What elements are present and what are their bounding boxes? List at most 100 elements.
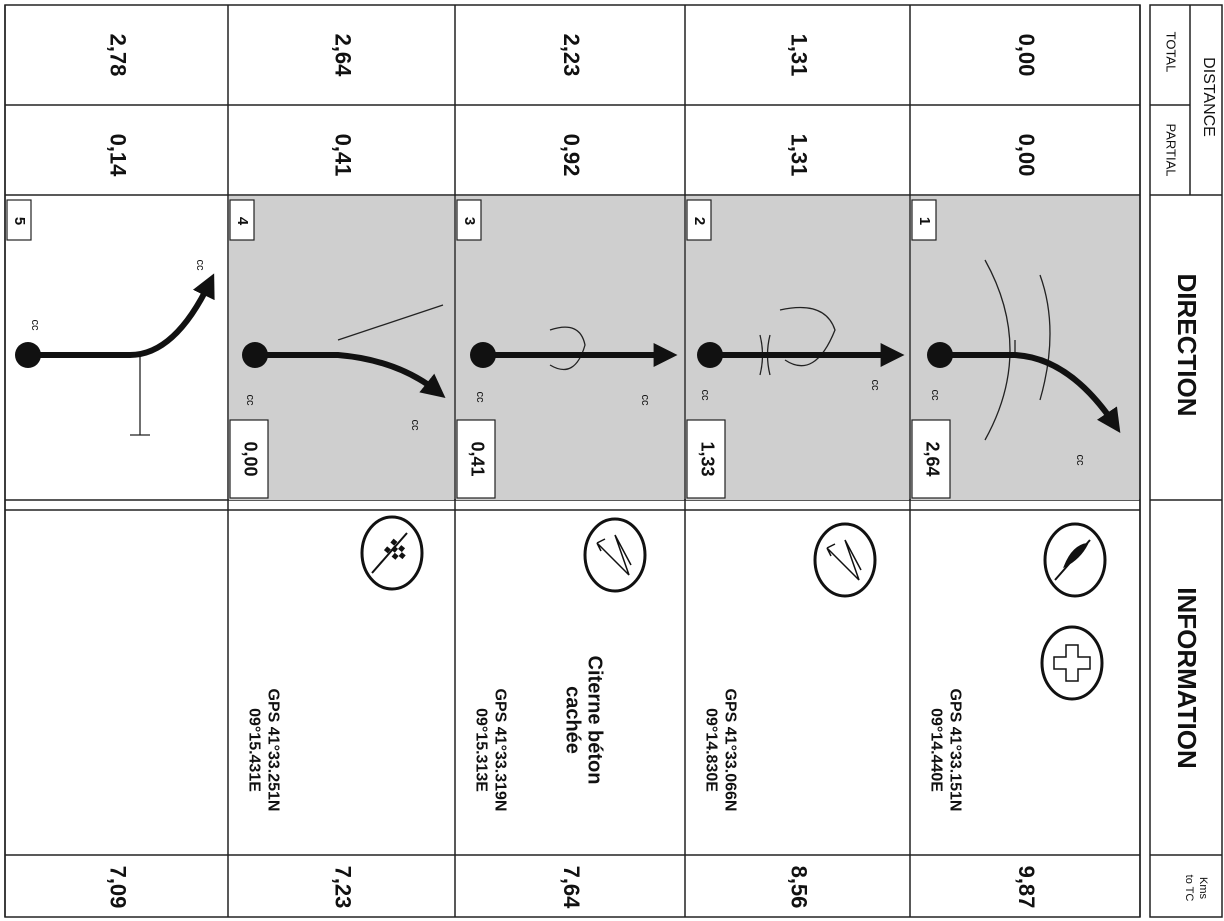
note: Citerne béton xyxy=(584,656,606,785)
icon-circle xyxy=(813,522,877,598)
odometer-box xyxy=(456,419,496,499)
sketch-line xyxy=(779,306,836,367)
header-kms: Kms xyxy=(1197,877,1209,900)
cc-label: cc xyxy=(869,380,881,392)
start-dot xyxy=(927,342,953,368)
cc-label: cc xyxy=(639,395,651,407)
number-box xyxy=(911,199,937,241)
row-number: 3 xyxy=(461,217,478,225)
start-dot xyxy=(697,342,723,368)
header-kms: to TC xyxy=(1183,875,1195,902)
total-distance: 2,64 xyxy=(331,34,356,78)
header-information: INFORMATION xyxy=(1172,587,1202,769)
partial-distance: 0,41 xyxy=(331,134,356,177)
sketch-line xyxy=(1039,274,1051,401)
icon-cross xyxy=(1040,625,1104,701)
number-box xyxy=(229,199,255,241)
odometer-box xyxy=(911,419,951,499)
kms-to-tc: 8,56 xyxy=(787,866,812,909)
cc-label: cc xyxy=(1074,455,1086,467)
row-number: 2 xyxy=(691,217,708,225)
gps: 09°14.830E xyxy=(702,708,719,792)
odometer-box xyxy=(686,419,726,499)
header-total: TOTAL xyxy=(1164,32,1179,73)
gps: GPS 41°33.151N xyxy=(946,689,963,812)
number-box xyxy=(456,199,482,241)
partial-distance: 0,92 xyxy=(559,134,584,177)
gps: GPS 41°33.066N xyxy=(721,689,738,812)
start-dot xyxy=(15,342,41,368)
header-direction: DIRECTION xyxy=(1172,274,1202,417)
icon-glyph xyxy=(391,552,399,560)
number-box xyxy=(686,199,712,241)
partial-distance: 0,14 xyxy=(106,134,131,178)
start-dot xyxy=(242,342,268,368)
sketch-line xyxy=(984,259,1011,441)
icon-circle xyxy=(583,517,647,593)
route-drawing xyxy=(927,259,1121,441)
icon-glyph xyxy=(398,552,406,560)
cc-label: cc xyxy=(929,390,941,402)
sketch-line xyxy=(337,304,444,341)
odometer: 0,41 xyxy=(467,441,487,476)
row-number: 5 xyxy=(11,217,28,225)
odometer: 0,00 xyxy=(240,441,260,476)
icon-glyph xyxy=(596,534,632,576)
icon-glyph xyxy=(390,545,399,553)
header-distance: DISTANCE xyxy=(1200,57,1217,137)
icon-circle xyxy=(1040,625,1104,701)
route-drawing xyxy=(697,306,905,376)
partial-distance: 1,31 xyxy=(787,134,812,177)
kms-to-tc: 7,64 xyxy=(559,866,584,910)
sketch-line xyxy=(549,326,586,371)
odometer-box xyxy=(229,419,269,499)
header-frame xyxy=(1149,4,1223,918)
gps: 09°14.440E xyxy=(927,708,944,792)
icon-glyph xyxy=(371,532,408,574)
total-distance: 1,31 xyxy=(787,34,812,77)
start-dot xyxy=(470,342,496,368)
cc-label: cc xyxy=(29,320,41,332)
partial-distance: 0,00 xyxy=(1014,134,1039,177)
odometer: 1,33 xyxy=(697,441,717,476)
number-box xyxy=(6,199,32,241)
route-drawing xyxy=(470,326,678,371)
route-drawing xyxy=(15,273,215,436)
icon-glyph xyxy=(383,546,391,554)
row-number: 4 xyxy=(234,217,251,226)
header-partial: PARTIAL xyxy=(1164,124,1179,177)
gps: 09°15.313E xyxy=(472,708,489,792)
icon-bolt xyxy=(583,517,647,593)
route-arrow xyxy=(940,352,1121,433)
route-arrow xyxy=(28,273,215,358)
total-distance: 2,23 xyxy=(559,34,584,77)
cc-label: cc xyxy=(474,392,486,404)
gps: 09°15.431E xyxy=(245,708,262,792)
icon-glyph xyxy=(398,545,406,553)
kms-to-tc: 7,09 xyxy=(106,866,131,909)
kms-to-tc: 7,23 xyxy=(331,866,356,909)
icon-glyph xyxy=(1054,539,1091,581)
cc-label: cc xyxy=(409,420,421,432)
icon-glyph xyxy=(826,539,862,581)
icon-checker xyxy=(360,515,424,591)
total-distance: 0,00 xyxy=(1014,34,1039,77)
route-arrow xyxy=(255,352,446,398)
cc-label: cc xyxy=(194,260,206,272)
cc-label: cc xyxy=(699,390,711,402)
row-number: 1 xyxy=(916,217,933,225)
route-drawing xyxy=(242,304,446,398)
icon-flag xyxy=(1043,522,1107,598)
cc-label: cc xyxy=(244,395,256,407)
icon-glyph xyxy=(390,538,398,546)
note: cachée xyxy=(562,686,584,754)
icon-glyph xyxy=(1053,644,1091,682)
icon-bolt xyxy=(813,522,877,598)
total-distance: 2,78 xyxy=(106,34,131,77)
kms-to-tc: 9,87 xyxy=(1014,866,1039,909)
gps: GPS 41°33.251N xyxy=(264,689,281,812)
gps: GPS 41°33.319N xyxy=(491,689,508,812)
icon-circle xyxy=(360,515,424,591)
odometer: 2,64 xyxy=(922,441,942,476)
